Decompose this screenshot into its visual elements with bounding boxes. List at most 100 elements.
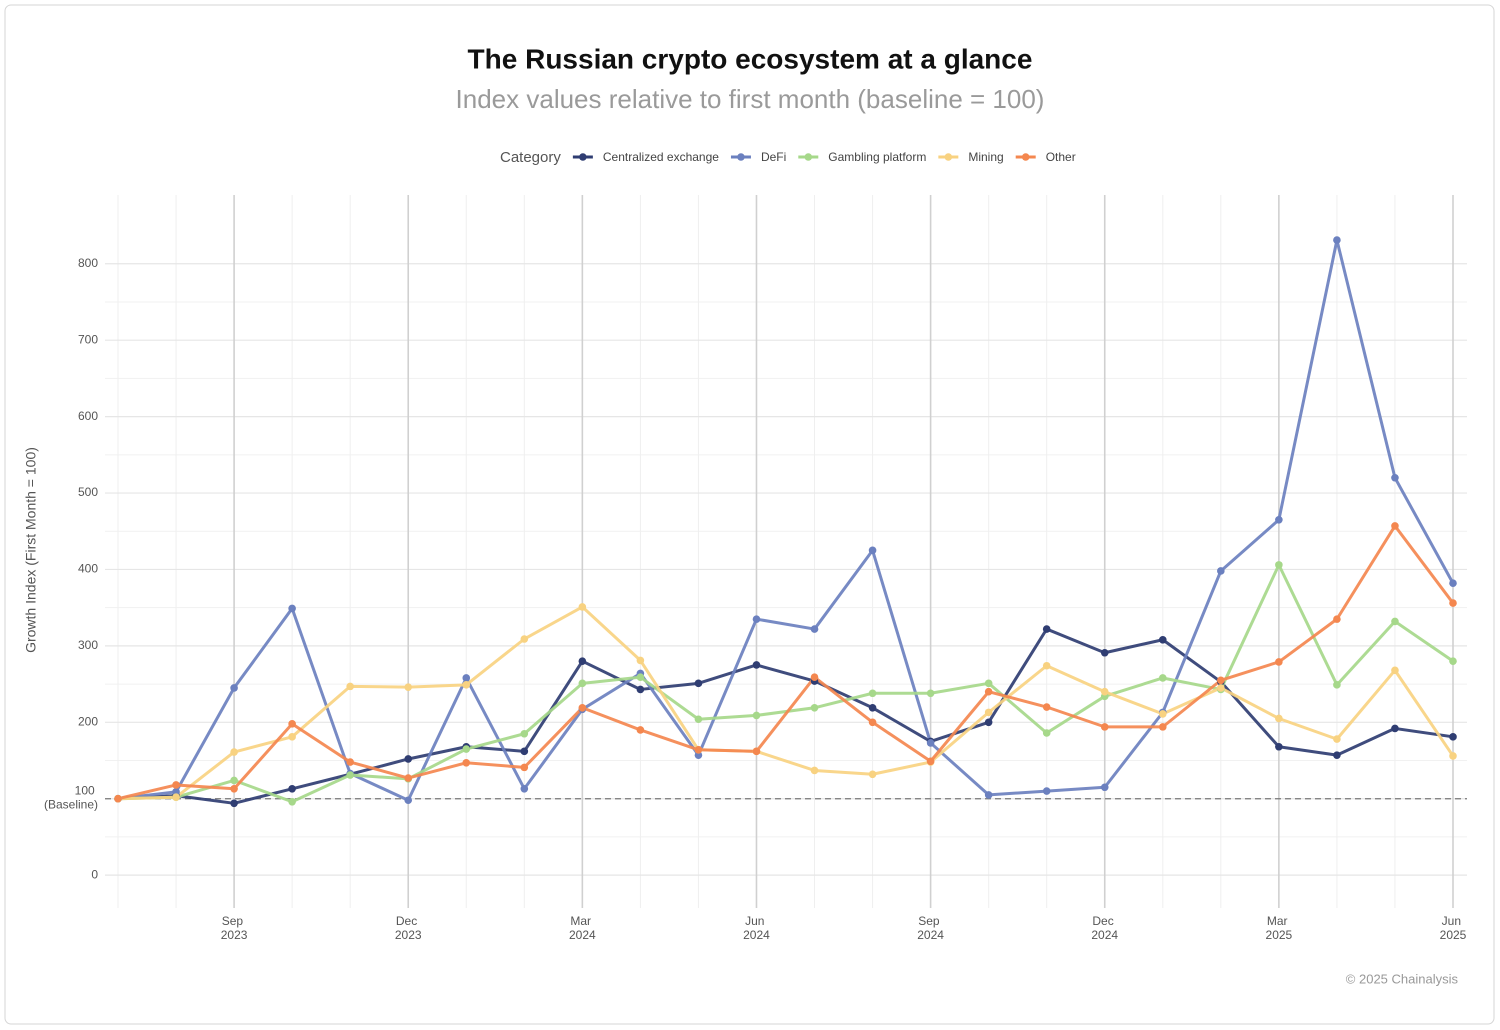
data-point	[1158, 635, 1167, 644]
data-point	[1217, 567, 1225, 575]
data-point	[520, 635, 529, 643]
data-point	[1333, 735, 1341, 743]
legend-label: Other	[1046, 150, 1076, 164]
legend-title: Category	[500, 149, 561, 166]
legend-swatch	[1021, 153, 1030, 161]
legend-swatch	[737, 153, 745, 161]
data-point	[868, 718, 877, 727]
data-point	[230, 784, 238, 793]
data-point	[636, 726, 645, 734]
series-line	[117, 563, 1454, 804]
legend-label: Centralized exchange	[603, 150, 719, 164]
data-point	[1449, 657, 1457, 665]
data-point	[230, 799, 238, 808]
footer: © 2025 Chainalysis	[1346, 971, 1459, 986]
data-point	[462, 759, 471, 767]
data-point	[926, 739, 935, 747]
data-point	[1333, 681, 1341, 689]
data-point	[230, 776, 238, 785]
data-point	[1100, 783, 1109, 792]
data-point	[1275, 658, 1283, 666]
data-point	[230, 684, 238, 692]
data-point	[752, 711, 761, 720]
data-point	[636, 656, 645, 665]
data-point	[288, 784, 296, 793]
chart-subtitle: Index values relative to first month (ba…	[456, 84, 1045, 114]
data-point	[346, 758, 354, 766]
data-point	[1042, 661, 1051, 670]
data-point	[288, 797, 296, 806]
y-tick-label: 600	[78, 409, 98, 423]
data-point	[810, 766, 819, 775]
data-point	[694, 679, 703, 688]
data-point	[1100, 723, 1109, 731]
data-point	[172, 793, 180, 801]
data-point	[1042, 787, 1051, 795]
legend: Category Centralized exchange DeFi Gamblin…	[500, 149, 1076, 166]
data-point	[1333, 236, 1341, 244]
data-point	[1275, 561, 1283, 569]
data-point	[1333, 615, 1341, 623]
data-point	[1100, 687, 1109, 696]
data-point	[1391, 617, 1399, 626]
data-point	[926, 757, 935, 766]
data-point	[984, 718, 993, 727]
data-point	[1449, 752, 1457, 760]
data-point	[404, 755, 413, 763]
data-point	[810, 625, 819, 633]
legend-label: DeFi	[761, 150, 786, 164]
chart-title: The Russian crypto ecosystem at a glance	[468, 43, 1033, 74]
data-point	[1391, 666, 1399, 675]
series-line	[117, 605, 1455, 801]
data-point	[1158, 674, 1167, 682]
data-point	[868, 546, 877, 555]
data-point	[288, 604, 296, 613]
x-tick-label: Jun 2025	[1440, 914, 1467, 942]
data-point	[810, 703, 819, 712]
data-point	[172, 781, 180, 789]
x-tick-label: Jun 2024	[743, 914, 770, 942]
y-tick-label: 500	[78, 485, 98, 499]
data-point	[868, 689, 877, 698]
data-point	[636, 685, 645, 694]
data-point	[114, 794, 122, 803]
data-point	[1042, 729, 1051, 737]
data-point	[1391, 724, 1399, 733]
data-point	[288, 720, 296, 728]
data-point	[984, 687, 993, 696]
data-point	[230, 748, 238, 756]
data-point	[520, 763, 529, 772]
legend-swatch	[579, 153, 587, 161]
data-point	[520, 729, 529, 738]
data-point	[1042, 625, 1051, 633]
data-point	[694, 751, 703, 759]
data-point	[1042, 703, 1051, 711]
data-point	[1275, 515, 1283, 524]
data-point	[868, 703, 877, 712]
y-axis-title: Growth Index (First Month = 100)	[23, 447, 39, 653]
data-point	[1275, 742, 1283, 751]
data-point	[1217, 684, 1225, 692]
data-point	[752, 747, 761, 756]
data-point	[520, 747, 529, 756]
data-point	[462, 674, 471, 682]
data-point	[404, 774, 413, 782]
data-point	[578, 679, 587, 688]
x-tick-label: Mar 2025	[1266, 914, 1293, 942]
series-line	[117, 524, 1455, 801]
data-point	[984, 679, 993, 688]
data-point	[404, 796, 413, 805]
y-tick-label: 800	[78, 256, 98, 270]
x-tick-label: Mar 2024	[569, 914, 596, 942]
y-tick-label: 300	[78, 638, 98, 652]
data-point	[578, 703, 587, 712]
y-tick-label: 400	[78, 562, 98, 576]
y-tick-label: 100 (Baseline)	[44, 784, 98, 812]
data-point	[1391, 473, 1399, 482]
x-tick-label: Sep 2023	[221, 914, 248, 942]
data-point	[984, 708, 993, 717]
data-point	[1449, 733, 1457, 741]
legend-label: Gambling platform	[828, 150, 926, 164]
